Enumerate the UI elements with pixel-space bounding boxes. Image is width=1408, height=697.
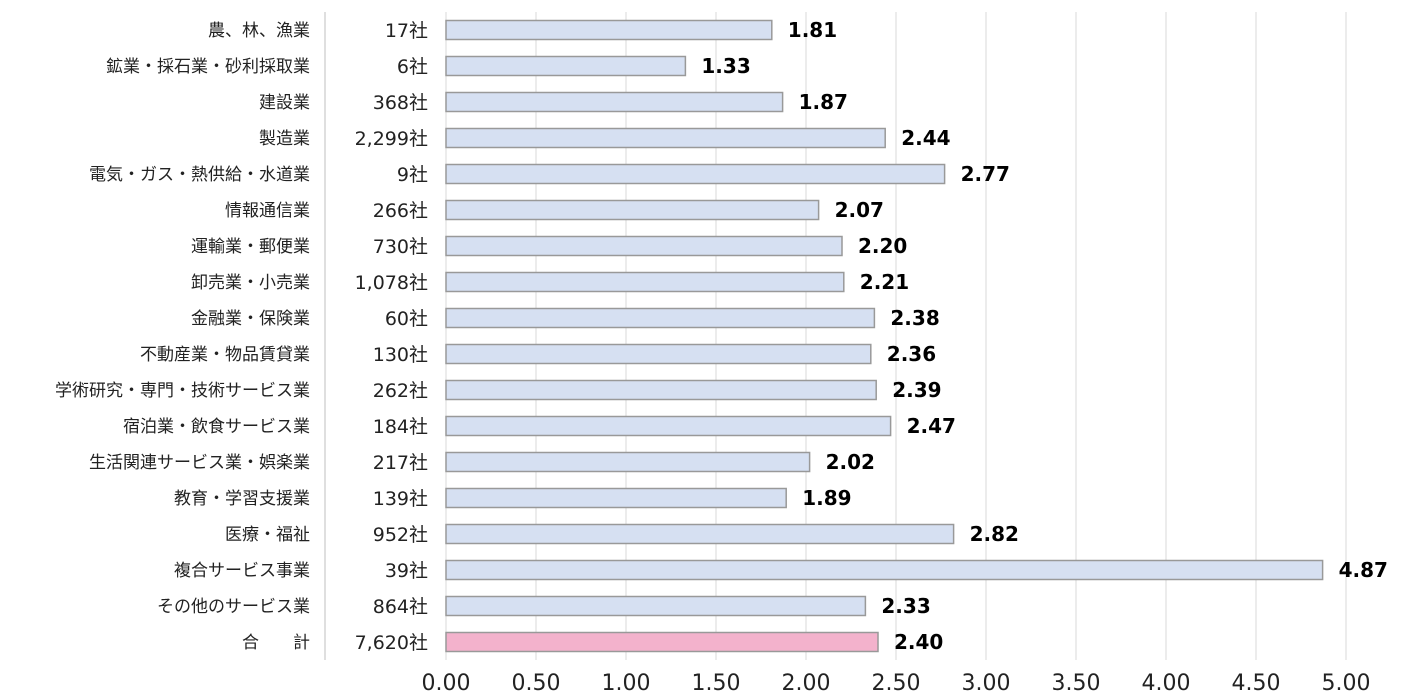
bar bbox=[445, 55, 687, 77]
category-label: 医療・福祉 bbox=[225, 525, 310, 545]
category-label: 卸売業・小売業 bbox=[191, 273, 310, 293]
category-label: 電気・ガス・熱供給・水道業 bbox=[89, 165, 310, 185]
category-label: 複合サービス事業 bbox=[174, 561, 310, 581]
x-tick-label: 0.00 bbox=[422, 671, 471, 696]
category-label: 農、林、漁業 bbox=[208, 21, 310, 41]
x-tick-label: 4.50 bbox=[1232, 671, 1281, 696]
x-tick-label: 1.50 bbox=[692, 671, 741, 696]
company-count-label: 7,620社 bbox=[355, 632, 428, 654]
company-count-label: 262社 bbox=[373, 380, 428, 402]
company-count-label: 17社 bbox=[385, 20, 428, 42]
value-label: 2.39 bbox=[892, 378, 941, 402]
bar bbox=[445, 451, 811, 473]
company-count-label: 266社 bbox=[373, 200, 428, 222]
bar bbox=[445, 19, 773, 41]
value-label: 2.36 bbox=[887, 342, 936, 366]
value-label: 2.07 bbox=[835, 198, 884, 222]
company-count-label: 6社 bbox=[397, 56, 428, 78]
x-tick-label: 4.00 bbox=[1142, 671, 1191, 696]
value-label: 2.47 bbox=[907, 414, 956, 438]
labels: 農、林、漁業 17社 1.81 鉱業・採石業・砂利採取業 6社 1.33 建設業 368社 1.… bbox=[55, 18, 1388, 654]
x-axis-ticks: 0.00 0.50 1.00 1.50 2.00 2.50 3.00 3.50 4.00 4.50… bbox=[422, 671, 1371, 696]
bar bbox=[445, 235, 843, 257]
category-label: 生活関連サービス業・娯楽業 bbox=[89, 453, 310, 473]
company-count-label: 2,299社 bbox=[355, 128, 428, 150]
category-label: 情報通信業 bbox=[225, 201, 310, 221]
value-label: 1.33 bbox=[701, 54, 750, 78]
bars bbox=[445, 19, 1324, 653]
x-tick-label: 1.00 bbox=[602, 671, 651, 696]
company-count-label: 60社 bbox=[385, 308, 428, 330]
category-label: 合 計 bbox=[242, 633, 310, 653]
gridlines bbox=[445, 12, 1347, 660]
company-count-label: 139社 bbox=[373, 488, 428, 510]
bar bbox=[445, 91, 784, 113]
value-label: 2.38 bbox=[890, 306, 939, 330]
category-label: その他のサービス業 bbox=[157, 597, 310, 617]
value-label: 1.81 bbox=[788, 18, 837, 42]
value-label: 2.33 bbox=[881, 594, 930, 618]
value-label: 1.89 bbox=[802, 486, 851, 510]
bar bbox=[445, 127, 886, 149]
bar bbox=[445, 271, 845, 293]
bar bbox=[445, 559, 1324, 581]
company-count-label: 130社 bbox=[373, 344, 428, 366]
category-label: 教育・学習支援業 bbox=[174, 489, 310, 509]
x-tick-label: 3.50 bbox=[1052, 671, 1101, 696]
bar bbox=[445, 595, 867, 617]
value-label: 1.87 bbox=[799, 90, 848, 114]
x-tick-label: 2.50 bbox=[872, 671, 921, 696]
category-label: 金融業・保険業 bbox=[191, 309, 310, 329]
company-count-label: 730社 bbox=[373, 236, 428, 258]
category-label: 学術研究・専門・技術サービス業 bbox=[55, 381, 310, 401]
value-label: 2.77 bbox=[961, 162, 1010, 186]
bar bbox=[445, 343, 872, 365]
company-count-label: 368社 bbox=[373, 92, 428, 114]
bar bbox=[445, 487, 787, 509]
x-tick-label: 2.00 bbox=[782, 671, 831, 696]
value-label: 2.44 bbox=[901, 126, 950, 150]
bar bbox=[445, 415, 892, 437]
company-count-label: 9社 bbox=[397, 164, 428, 186]
value-label: 2.02 bbox=[826, 450, 875, 474]
category-label: 宿泊業・飲食サービス業 bbox=[123, 417, 310, 437]
value-label: 4.87 bbox=[1339, 558, 1388, 582]
bar bbox=[445, 199, 820, 221]
company-count-label: 1,078社 bbox=[355, 272, 428, 294]
x-tick-label: 3.00 bbox=[962, 671, 1011, 696]
x-tick-label: 5.00 bbox=[1322, 671, 1371, 696]
bar bbox=[445, 163, 946, 185]
category-label: 製造業 bbox=[259, 129, 310, 149]
value-label: 2.21 bbox=[860, 270, 909, 294]
company-count-label: 952社 bbox=[373, 524, 428, 546]
value-label: 2.82 bbox=[970, 522, 1019, 546]
company-count-label: 39社 bbox=[385, 560, 428, 582]
value-label: 2.40 bbox=[894, 630, 943, 654]
company-count-label: 184社 bbox=[373, 416, 428, 438]
bar bbox=[445, 631, 879, 653]
bar bbox=[445, 523, 955, 545]
company-count-label: 864社 bbox=[373, 596, 428, 618]
category-label: 不動産業・物品賃貸業 bbox=[140, 345, 310, 365]
company-count-label: 217社 bbox=[373, 452, 428, 474]
category-label: 鉱業・採石業・砂利採取業 bbox=[106, 57, 310, 77]
value-label: 2.20 bbox=[858, 234, 907, 258]
category-label: 建設業 bbox=[259, 93, 310, 113]
bar bbox=[445, 307, 876, 329]
category-label: 運輸業・郵便業 bbox=[191, 237, 310, 257]
bar bbox=[445, 379, 877, 401]
x-tick-label: 0.50 bbox=[512, 671, 561, 696]
